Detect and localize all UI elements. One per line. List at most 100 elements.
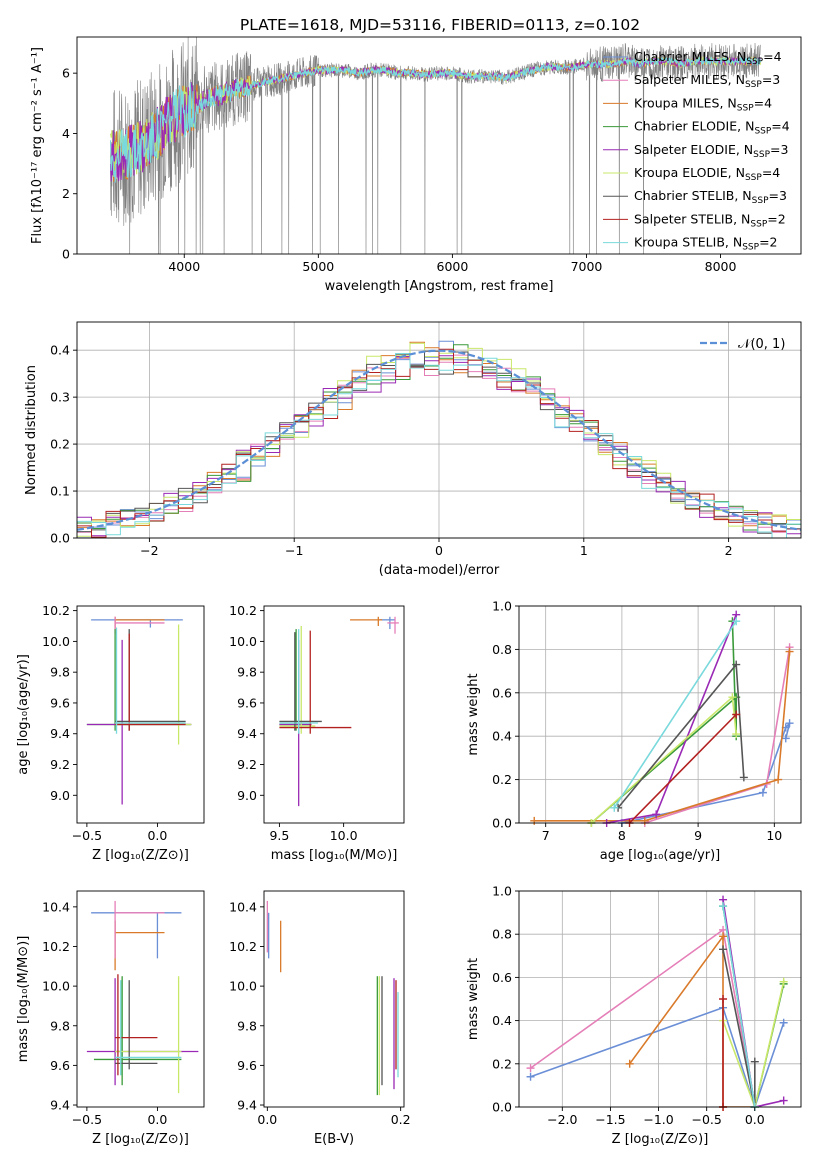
x-tick-label: 9.5 [269,828,289,843]
y-tick-label: 0.1 [50,484,70,499]
legend-nssp-value: =3 [769,188,787,203]
plot-frame [518,605,802,824]
y-tick-label: 0.6 [492,970,512,985]
y-axis-label: mass [log₁₀(M/M⊙)] [16,936,31,1063]
y-tick-label: 9.4 [237,1098,257,1113]
y-tick-label: 10.2 [42,939,70,954]
y-tick-label: 9.4 [50,726,70,741]
weight-line [722,949,756,1107]
y-tick-label: 9.0 [237,788,257,803]
y-tick-label: 9.8 [237,1018,257,1033]
weight-marker [719,945,728,954]
legend-subscript: SSP [754,127,771,137]
x-tick-label: 0.0 [147,1112,167,1127]
x-tick-label: −1.5 [595,1112,625,1127]
y-tick-label: 0.4 [492,729,512,744]
y-tick-label: 9.8 [50,665,70,680]
plot-frame [263,605,405,824]
y-tick-label: 0.2 [50,437,70,452]
y-tick-label: 10.2 [42,603,70,618]
y-tick-label: 10.0 [42,979,70,994]
plot-frame [76,605,205,824]
y-tick-label: 9.6 [50,695,70,710]
weight-marker [526,1064,535,1073]
x-tick-label: 0 [435,543,443,558]
x-tick-label: −1.0 [643,1112,673,1127]
legend-model-name: Chabrier ELODIE, N [634,119,754,134]
y-tick-label: 10.4 [229,899,257,914]
weight-line [722,905,756,1107]
plot-frame [518,890,802,1108]
y-tick-label: 10.2 [229,939,257,954]
x-axis-label: mass [log₁₀(M/M⊙)] [271,848,398,863]
y-tick-label: 9.4 [50,1098,70,1113]
x-tick-label: −1 [285,543,303,558]
x-axis-label: E(B-V) [314,1132,354,1147]
y-tick-label: 9.6 [50,1058,70,1073]
y-tick-label: 10.0 [229,634,257,649]
legend-subscript: SSP [753,150,770,160]
x-axis-label: age [log₁₀(age/yr)] [600,848,721,863]
x-axis-label: Z [log₁₀(Z/Z⊙)] [92,848,189,863]
spectrum-model-line [109,56,762,183]
y-tick-label: 9.4 [237,726,257,741]
y-tick-label: 4 [62,126,70,141]
weight-marker [732,660,741,669]
weight-marker [732,710,741,719]
y-tick-label: 9.8 [237,665,257,680]
y-tick-label: 0.6 [492,685,512,700]
x-tick-label: −2 [140,543,158,558]
weight-marker [758,788,767,797]
plot-area [77,891,204,1107]
plot-area [519,891,801,1107]
y-tick-label: 9.8 [50,1018,70,1033]
legend-subscript: SSP [742,243,759,253]
legend-subscript: SSP [750,219,767,229]
legend-label: Kroupa STELIB, NSSP=2 [634,235,778,253]
y-axis-label: mass weight [466,958,481,1040]
legend-model-name: Chabrier MILES, N [634,49,746,64]
legend-nssp-value: =4 [771,119,789,134]
legend-label: Salpeter ELODIE, NSSP=3 [634,142,788,160]
legend-label: Salpeter STELIB, NSSP=2 [634,211,786,229]
y-tick-label: 10.4 [42,899,70,914]
legend-subscript: SSP [745,173,762,183]
legend-nssp-value: =2 [759,235,777,250]
weight-marker [719,902,728,911]
legend-subscript: SSP [737,103,754,113]
weight-line [722,981,785,1107]
legend-label: Chabrier MILES, NSSP=4 [634,49,782,67]
weight-marker [785,719,794,728]
legend-nssp-value: =2 [767,211,785,226]
y-tick-label: 2 [62,186,70,201]
x-tick-label: 8000 [705,259,737,274]
weight-marker [739,773,748,782]
legend-label: Chabrier ELODIE, NSSP=4 [634,119,790,137]
weight-marker [526,1072,535,1081]
histogram-step [77,353,801,538]
normal-curve [77,349,801,531]
legend-model-name: Kroupa ELODIE, N [634,165,745,180]
plot-area [77,606,204,823]
legend-nssp-value: =4 [754,95,772,110]
weight-marker [779,1018,788,1027]
weight-marker [719,995,728,1003]
y-tick-label: 9.6 [237,1058,257,1073]
y-tick-label: 0.3 [50,390,70,405]
y-tick-label: 9.6 [237,695,257,710]
plot-frame [76,890,205,1108]
weight-marker [779,977,788,986]
plot-frame [76,36,802,255]
y-tick-label: 0.2 [492,1056,512,1071]
y-tick-label: 9.2 [50,757,70,772]
weight-marker [779,1096,788,1105]
x-axis-label: Z [log₁₀(Z/Z⊙)] [612,1132,709,1147]
x-axis-label: (data-model)/error [379,563,500,578]
weight-marker [732,617,741,626]
weight-marker [625,1059,634,1068]
y-tick-label: 9.2 [237,757,257,772]
plot-area [519,606,801,823]
weight-marker [728,693,737,702]
y-tick-label: 0.2 [492,772,512,787]
